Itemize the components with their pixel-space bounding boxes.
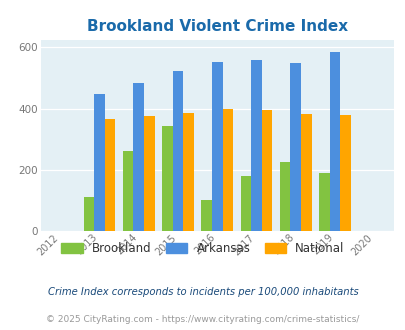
- Bar: [104, 119, 115, 231]
- Bar: [94, 94, 104, 231]
- Bar: [201, 200, 211, 231]
- Bar: [123, 151, 133, 231]
- Bar: [318, 173, 329, 231]
- Bar: [183, 114, 193, 231]
- Bar: [144, 116, 154, 231]
- Legend: Brookland, Arkansas, National: Brookland, Arkansas, National: [56, 237, 349, 260]
- Bar: [339, 115, 350, 231]
- Bar: [172, 71, 183, 231]
- Bar: [133, 83, 144, 231]
- Bar: [261, 110, 272, 231]
- Bar: [251, 60, 261, 231]
- Bar: [222, 109, 232, 231]
- Bar: [211, 62, 222, 231]
- Bar: [162, 126, 172, 231]
- Bar: [290, 63, 300, 231]
- Bar: [83, 197, 94, 231]
- Title: Brookland Violent Crime Index: Brookland Violent Crime Index: [86, 19, 347, 34]
- Bar: [279, 162, 290, 231]
- Bar: [329, 52, 339, 231]
- Text: Crime Index corresponds to incidents per 100,000 inhabitants: Crime Index corresponds to incidents per…: [47, 287, 358, 297]
- Text: © 2025 CityRating.com - https://www.cityrating.com/crime-statistics/: © 2025 CityRating.com - https://www.city…: [46, 315, 359, 324]
- Bar: [240, 177, 251, 231]
- Bar: [300, 114, 311, 231]
